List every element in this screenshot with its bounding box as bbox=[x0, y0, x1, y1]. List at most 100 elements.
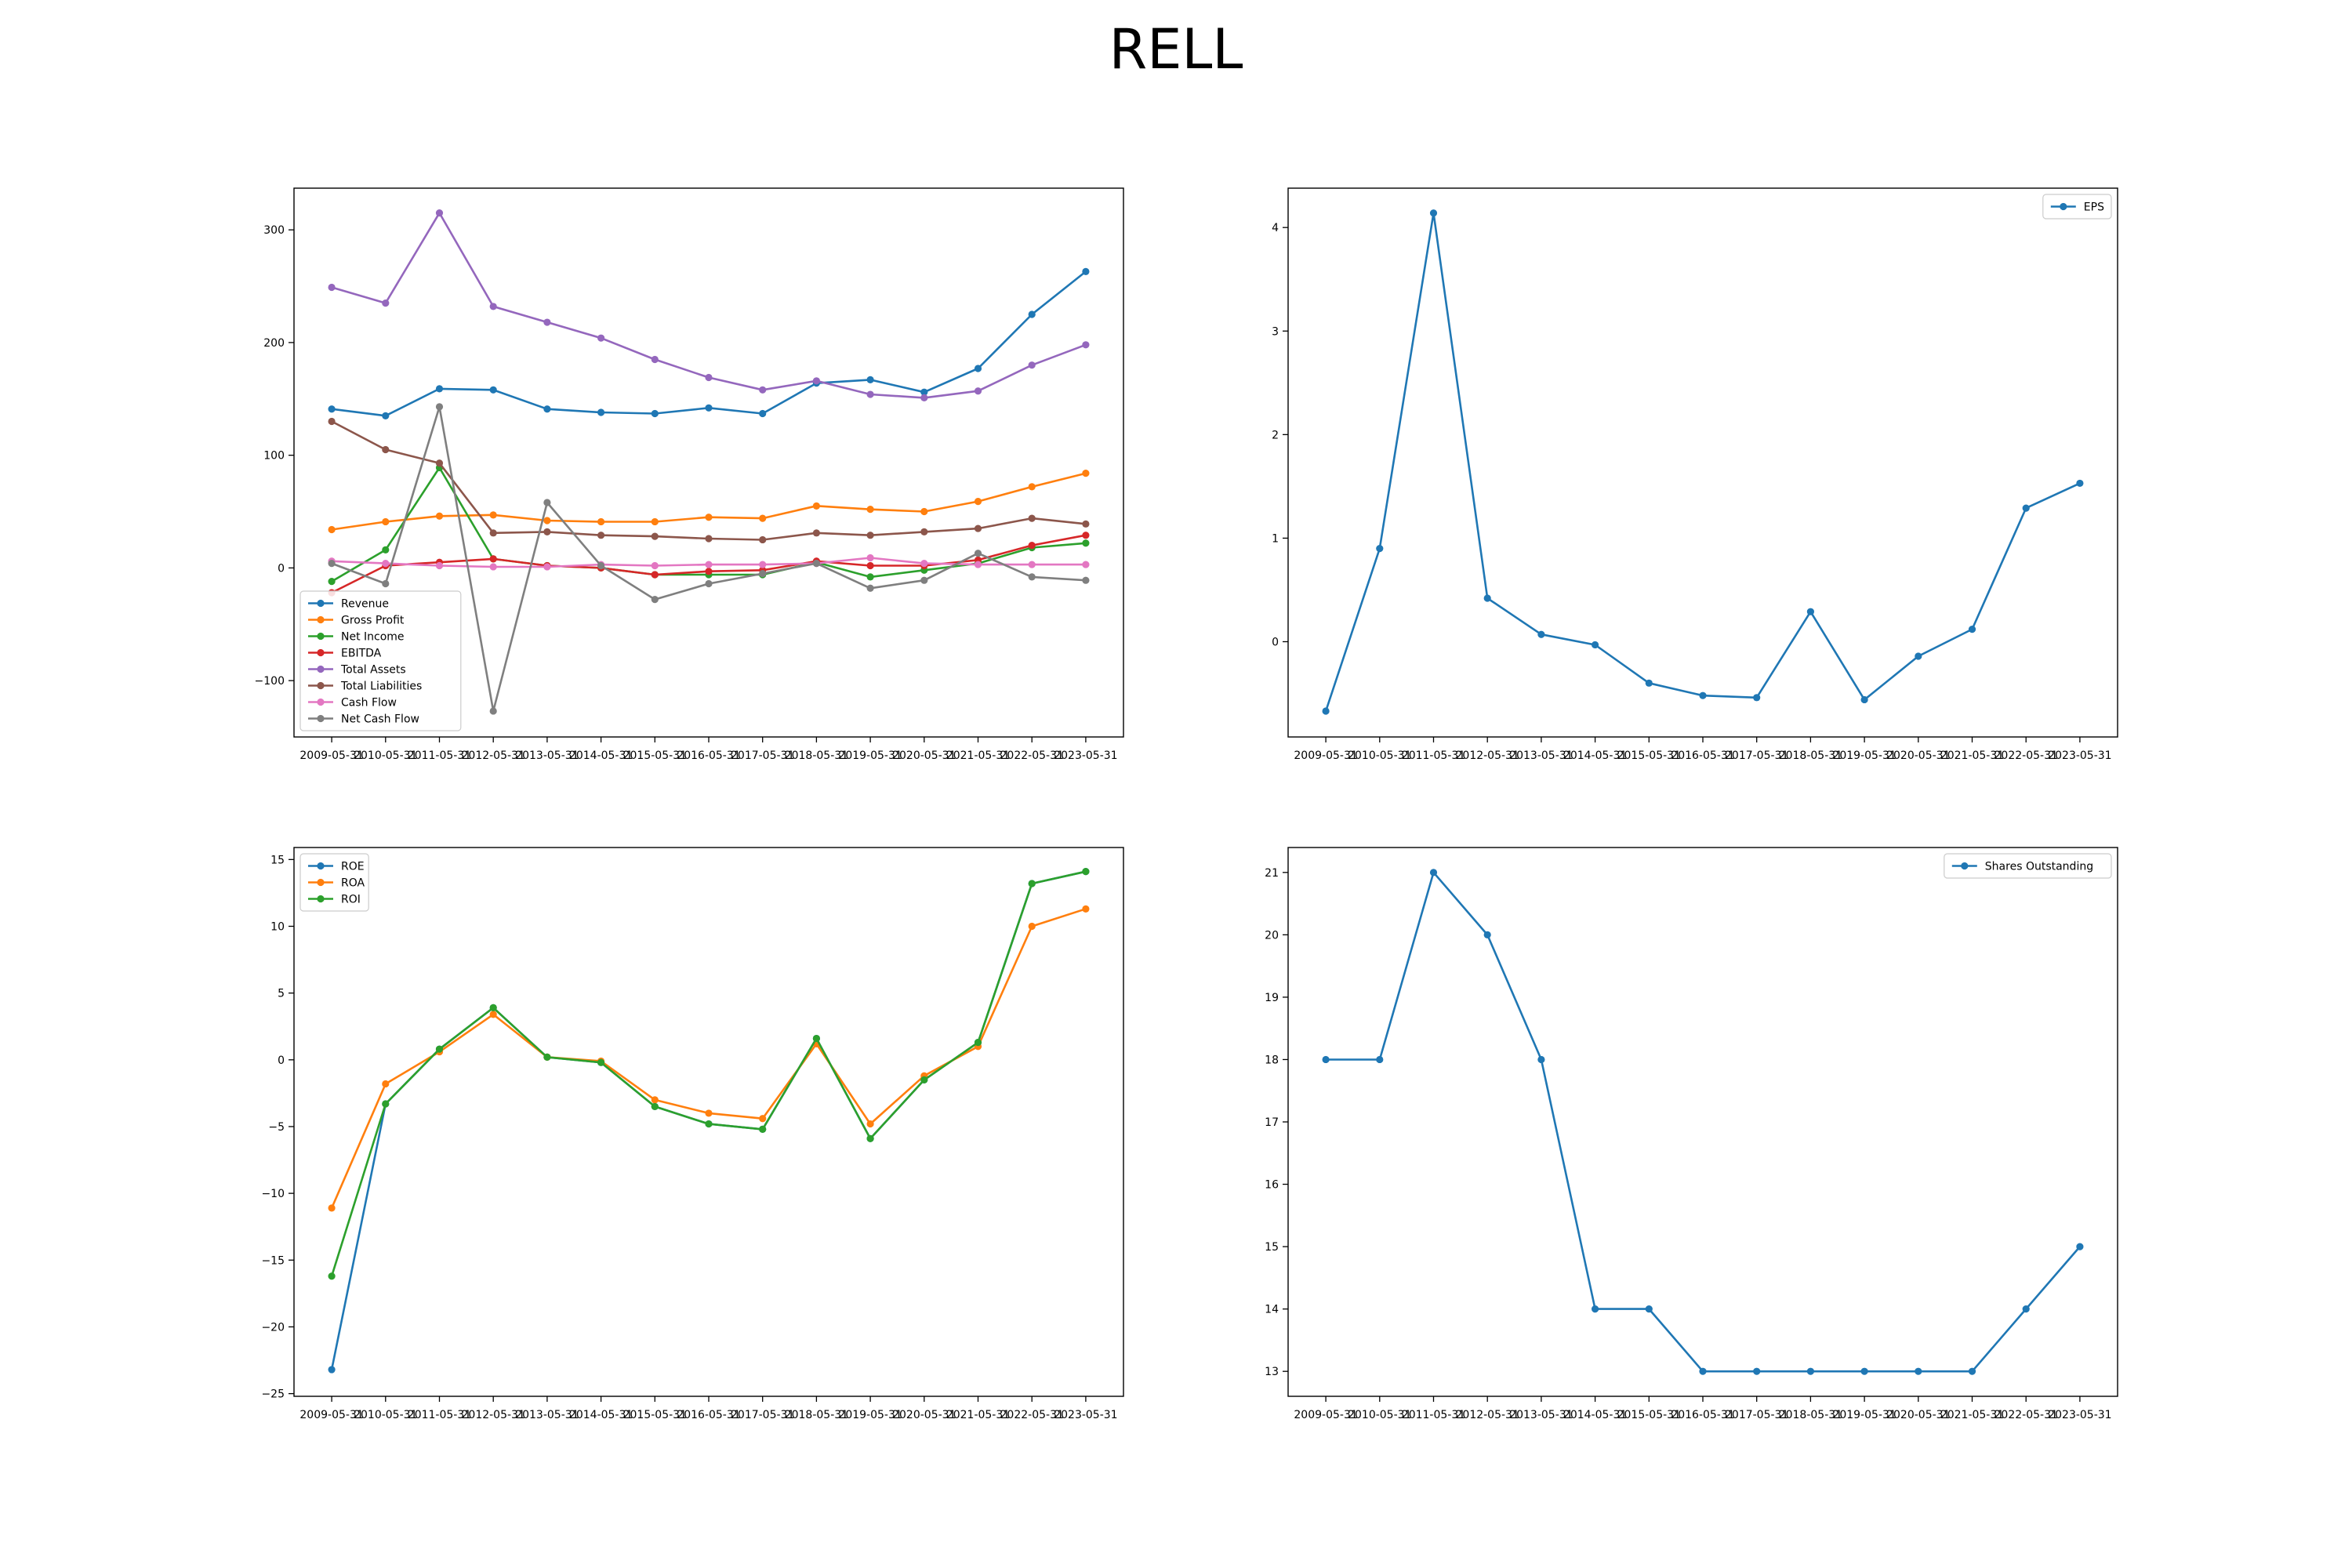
data-point bbox=[1968, 626, 1976, 633]
data-point bbox=[705, 561, 713, 568]
data-point bbox=[328, 1272, 336, 1280]
data-point bbox=[812, 1034, 821, 1043]
x-tick-label: 2020-05-31 bbox=[1886, 1409, 1950, 1421]
x-tick-label: 2020-05-31 bbox=[1886, 750, 1950, 762]
data-point bbox=[489, 563, 497, 571]
x-tick-label: 2021-05-31 bbox=[946, 750, 1010, 762]
legend-label: Gross Profit bbox=[341, 615, 405, 627]
data-point bbox=[974, 387, 982, 395]
data-point bbox=[435, 512, 444, 520]
legend-marker bbox=[317, 878, 325, 887]
data-point bbox=[382, 299, 390, 307]
x-tick-label: 2023-05-31 bbox=[2048, 750, 2111, 762]
data-point bbox=[1483, 594, 1491, 602]
y-tick-label: 16 bbox=[1265, 1179, 1279, 1192]
plot-frame bbox=[293, 187, 1124, 738]
data-point bbox=[543, 517, 551, 524]
x-tick-label: 2019-05-31 bbox=[1832, 1409, 1896, 1421]
y-tick-label: 15 bbox=[270, 854, 285, 866]
data-point bbox=[2022, 504, 2030, 512]
chart-panel-4: 2009-05-312010-05-312011-05-312012-05-31… bbox=[1265, 847, 2118, 1421]
x-tick-label: 2021-05-31 bbox=[946, 1409, 1010, 1421]
x-tick-label: 2012-05-31 bbox=[1456, 1409, 1519, 1421]
data-point bbox=[1028, 922, 1036, 931]
y-tick-label: −15 bbox=[261, 1254, 285, 1267]
legend-label: Total Assets bbox=[340, 664, 406, 677]
data-point bbox=[1591, 641, 1599, 649]
data-point bbox=[920, 1076, 928, 1083]
data-point bbox=[382, 560, 390, 568]
data-point bbox=[1860, 1367, 1868, 1375]
y-tick-label: 4 bbox=[1272, 222, 1279, 234]
data-point bbox=[489, 303, 497, 310]
x-tick-label: 2014-05-31 bbox=[1563, 750, 1627, 762]
x-tick-label: 2015-05-31 bbox=[623, 750, 687, 762]
y-tick-label: 0 bbox=[1272, 636, 1279, 648]
data-point bbox=[1645, 1305, 1653, 1313]
data-point bbox=[759, 409, 767, 418]
y-tick-label: −20 bbox=[261, 1321, 285, 1334]
data-point bbox=[489, 707, 497, 715]
data-point bbox=[1860, 695, 1868, 704]
data-point bbox=[435, 561, 444, 570]
data-point bbox=[489, 529, 497, 537]
series-line bbox=[330, 870, 1087, 1277]
legend: Revenue Gross Profit Net Income EBITDA Total… bbox=[299, 590, 462, 731]
x-tick-label: 2012-05-31 bbox=[462, 1409, 525, 1421]
data-point bbox=[812, 529, 821, 537]
x-tick-label: 2022-05-31 bbox=[1994, 1409, 2058, 1421]
data-point bbox=[382, 1100, 390, 1108]
y-tick-label: 15 bbox=[1265, 1241, 1279, 1254]
data-point bbox=[328, 560, 336, 568]
y-tick-label: 13 bbox=[1265, 1366, 1279, 1378]
x-tick-label: 2011-05-31 bbox=[1402, 750, 1465, 762]
legend-box bbox=[299, 853, 369, 912]
x-tick-label: 2009-05-31 bbox=[299, 750, 363, 762]
data-point bbox=[812, 377, 821, 385]
plot-frame bbox=[293, 847, 1124, 1397]
x-tick-label: 2015-05-31 bbox=[1617, 1409, 1681, 1421]
legend-marker bbox=[317, 665, 325, 673]
data-point bbox=[1429, 209, 1438, 217]
data-point bbox=[543, 528, 551, 535]
x-tick-label: 2019-05-31 bbox=[838, 750, 902, 762]
data-point bbox=[1537, 1055, 1545, 1064]
y-tick-label: 0 bbox=[278, 1054, 285, 1067]
data-point bbox=[328, 417, 336, 426]
data-point bbox=[705, 579, 713, 588]
data-point bbox=[1699, 1367, 1707, 1375]
data-point bbox=[1537, 630, 1545, 638]
data-point bbox=[1915, 652, 1922, 660]
data-point bbox=[328, 405, 336, 413]
data-point bbox=[1082, 561, 1090, 568]
data-point bbox=[1082, 532, 1090, 539]
data-point bbox=[920, 528, 928, 535]
data-point bbox=[597, 408, 605, 416]
data-point bbox=[1968, 1367, 1976, 1375]
data-point bbox=[382, 445, 390, 454]
data-point bbox=[489, 511, 497, 519]
data-point bbox=[705, 1109, 713, 1117]
x-tick-label: 2018-05-31 bbox=[785, 1409, 848, 1421]
data-point bbox=[759, 386, 767, 394]
data-point bbox=[1028, 880, 1036, 887]
data-point bbox=[382, 579, 390, 588]
x-tick-label: 2013-05-31 bbox=[1509, 750, 1573, 762]
legend-marker bbox=[317, 632, 325, 641]
x-tick-label: 2017-05-31 bbox=[1725, 750, 1788, 762]
legend-label: EBITDA bbox=[341, 648, 382, 660]
data-point bbox=[651, 355, 659, 364]
chart-panel-2: 2009-05-312010-05-312011-05-312012-05-31… bbox=[1272, 187, 2118, 762]
data-point bbox=[328, 1366, 336, 1374]
y-tick-label: 200 bbox=[263, 337, 285, 350]
data-point bbox=[759, 535, 767, 544]
x-tick-label: 2010-05-31 bbox=[354, 1409, 417, 1421]
chart-panel-1: 2009-05-312010-05-312011-05-312012-05-31… bbox=[255, 187, 1124, 762]
x-tick-label: 2019-05-31 bbox=[838, 1409, 902, 1421]
legend-marker bbox=[1961, 862, 1969, 870]
x-tick-label: 2012-05-31 bbox=[462, 750, 525, 762]
data-point bbox=[597, 517, 605, 526]
legend-box bbox=[299, 590, 462, 731]
legend-marker bbox=[2060, 202, 2067, 211]
y-tick-label: 1 bbox=[1272, 532, 1279, 545]
